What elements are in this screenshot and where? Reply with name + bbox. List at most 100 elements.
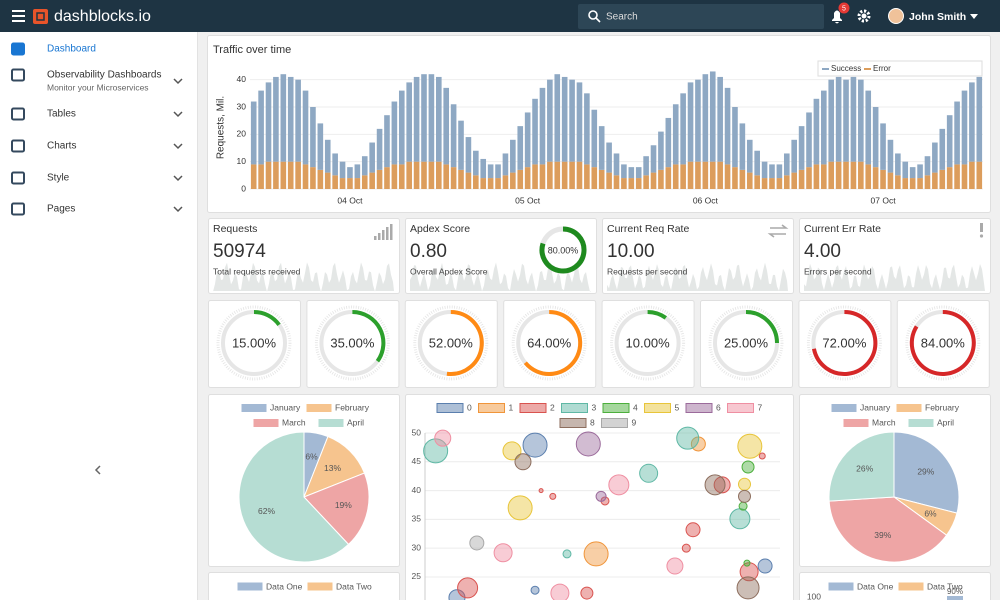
bar-segment	[732, 107, 738, 168]
bubble	[736, 576, 760, 600]
bubble	[704, 474, 726, 496]
bar-segment	[458, 169, 464, 189]
y-tick-label: 20	[237, 129, 247, 139]
bar-segment	[954, 101, 960, 165]
bar-segment	[576, 82, 583, 162]
sidebar-icon	[11, 107, 25, 121]
sidebar-item[interactable]: Pages	[11, 202, 183, 216]
card-title: Current Err Rate	[804, 223, 881, 235]
settings-icon[interactable]	[857, 9, 871, 23]
card-sparkline-decor	[213, 262, 394, 292]
signal-icon-bar	[374, 236, 377, 240]
sidebar-chevron	[173, 175, 183, 182]
bar-segment	[739, 123, 746, 170]
sidebar-item[interactable]: Charts	[11, 139, 183, 153]
card-value: 0.80	[410, 241, 447, 262]
gauge-tick-ring	[314, 305, 390, 381]
user-name[interactable]: John Smith	[909, 11, 966, 23]
bar-segment	[480, 178, 487, 189]
bar-segment	[909, 167, 916, 179]
bar-segment	[502, 175, 509, 189]
bar-segment	[709, 161, 716, 189]
bar-segment	[621, 164, 627, 179]
menu-button[interactable]	[12, 10, 25, 22]
bar-segment	[450, 167, 457, 189]
bar-segment	[976, 161, 983, 189]
y-tick-label: 40	[237, 74, 247, 84]
bar-segment	[650, 172, 657, 189]
pie-slice	[893, 431, 960, 514]
gauge-label: 64.00%	[527, 335, 572, 350]
legend-swatch	[827, 581, 855, 592]
bar-segment	[584, 93, 590, 165]
signal-icon-bar	[390, 224, 393, 240]
legend-swatch	[240, 403, 268, 413]
bar-segment	[717, 76, 723, 162]
y-tick-label: 0	[241, 183, 246, 193]
bar-segment	[369, 142, 375, 173]
user-menu-caret[interactable]	[970, 14, 978, 19]
legend-swatch	[317, 418, 345, 428]
gauge-arc	[745, 310, 779, 344]
bar-segment	[398, 164, 405, 189]
bar-segment	[732, 167, 738, 189]
bubble	[713, 476, 731, 494]
sidebar-item[interactable]: Tables	[11, 107, 183, 121]
card-title: Requests	[213, 223, 257, 235]
bubble	[575, 431, 601, 457]
notification-bell[interactable]	[832, 10, 842, 24]
x-tick-label: 07 Oct	[871, 195, 897, 205]
gauge-tick-ring	[413, 305, 489, 381]
legend-label: 9	[632, 417, 637, 427]
sidebar-collapse[interactable]	[94, 465, 101, 475]
bar-segment	[961, 90, 968, 165]
bubble	[595, 490, 607, 502]
y-tick-label: 25	[412, 571, 422, 581]
legend-swatch	[305, 403, 333, 413]
bar-segment	[524, 167, 531, 189]
bar-segment	[339, 161, 346, 179]
sidebar-item[interactable]: Dashboard	[11, 42, 96, 56]
bar-segment	[458, 120, 464, 170]
search-box[interactable]	[578, 4, 824, 29]
sidebar-item[interactable]: Style	[11, 171, 183, 185]
bar-segment	[554, 74, 561, 162]
legend-label: Data One	[857, 581, 894, 591]
bar-segment	[436, 161, 442, 189]
legend-label: April	[347, 417, 364, 427]
bar-segment	[932, 142, 938, 173]
bar-segment	[939, 169, 946, 189]
legend-swatch	[478, 403, 505, 413]
bar-segment	[761, 178, 768, 189]
card-value: 10.00	[607, 241, 655, 262]
bar-segment	[287, 161, 294, 189]
gauge-tick-ring	[905, 305, 981, 381]
bar-segment	[280, 161, 287, 189]
bubble	[502, 441, 522, 461]
card-caption: Overall Apdex Score	[410, 266, 488, 276]
legend-swatch	[644, 403, 671, 413]
card-caption: Requests per second	[607, 266, 688, 276]
gauge-tick-ring	[708, 305, 784, 381]
bar-segment	[628, 178, 635, 189]
bar-panel	[208, 572, 400, 600]
bar-segment	[606, 172, 612, 189]
search-icon	[588, 10, 598, 20]
slice-label: 62%	[258, 506, 275, 516]
bubble	[457, 577, 479, 599]
legend-swatch	[685, 403, 713, 413]
bubble	[469, 535, 485, 551]
gauge-arc	[523, 310, 583, 376]
legend-label: Data Two	[336, 581, 372, 591]
bar-segment	[806, 112, 812, 168]
sidebar-chevron	[173, 78, 183, 85]
legend-label: 2	[550, 402, 555, 412]
bar-segment	[724, 87, 731, 165]
user-avatar[interactable]	[888, 8, 904, 24]
sidebar-label: Tables	[47, 109, 76, 120]
card-value: 50974	[213, 241, 266, 262]
bar-segment	[798, 126, 805, 170]
bar-segment	[754, 150, 760, 176]
bar-segment	[265, 82, 272, 162]
